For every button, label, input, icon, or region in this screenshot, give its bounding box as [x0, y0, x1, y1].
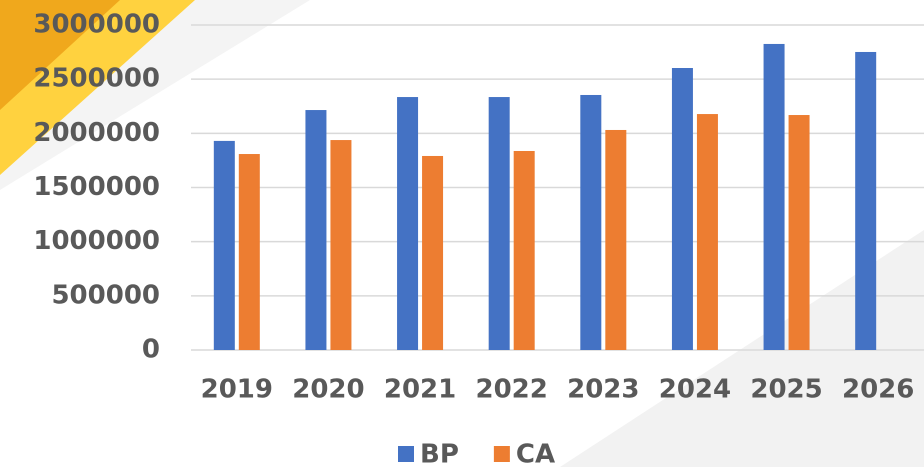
- bar: [397, 97, 419, 351]
- bar: [696, 114, 718, 350]
- bar: [330, 140, 352, 350]
- legend-swatch: [493, 446, 510, 462]
- bar: [488, 97, 510, 351]
- bar: [422, 155, 444, 350]
- y-tick-label: 500000: [51, 280, 160, 310]
- bar: [763, 43, 785, 350]
- y-tick-label: 1000000: [33, 226, 160, 256]
- bar: [305, 110, 327, 351]
- x-tick-label: 2023: [567, 375, 639, 405]
- legend-label: BP: [420, 440, 459, 467]
- legend-swatch: [398, 446, 414, 462]
- y-tick-label: 1500000: [33, 172, 160, 202]
- x-tick-label: 2019: [201, 375, 273, 405]
- y-tick-label: 3000000: [33, 10, 160, 40]
- y-tick-label: 0: [142, 335, 160, 365]
- y-tick-label: 2500000: [33, 64, 160, 94]
- bar: [513, 150, 535, 350]
- x-tick-label: 2024: [659, 375, 731, 405]
- x-tick-label: 2025: [750, 375, 822, 405]
- bar: [788, 115, 810, 351]
- bar: [855, 51, 877, 350]
- x-tick-label: 2020: [292, 375, 364, 405]
- x-tick-label: 2026: [842, 375, 914, 405]
- bar: [213, 140, 235, 350]
- bar: [605, 129, 627, 350]
- x-tick-label: 2022: [476, 375, 548, 405]
- background-shape: [560, 230, 924, 467]
- legend-label: CA: [516, 440, 555, 467]
- bar: [238, 154, 260, 350]
- y-tick-label: 2000000: [33, 118, 160, 148]
- x-tick-label: 2021: [384, 375, 456, 405]
- background-shape: [0, 0, 120, 110]
- bar: [671, 68, 693, 350]
- bar: [580, 94, 602, 350]
